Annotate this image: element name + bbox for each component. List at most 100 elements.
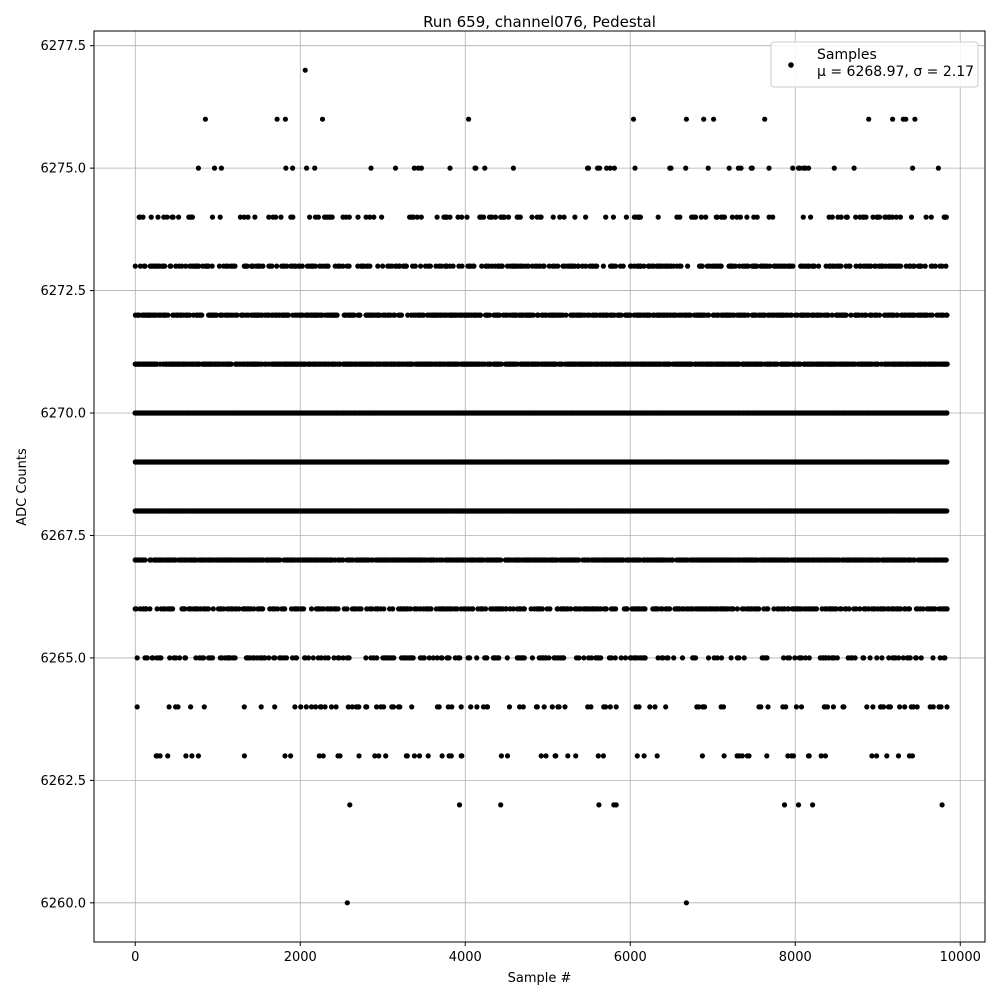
sample-point [624, 606, 630, 612]
sample-point [764, 655, 770, 661]
sample-point [133, 606, 139, 612]
sample-point [449, 704, 455, 710]
sample-point [322, 704, 328, 710]
sample-point [404, 753, 410, 759]
sample-point [210, 606, 216, 612]
sample-point [349, 704, 355, 710]
sample-point [534, 704, 540, 710]
sample-point [714, 655, 720, 661]
sample-point [841, 704, 847, 710]
sample-point [346, 655, 352, 661]
sample-point [603, 606, 609, 612]
sample-point [806, 753, 812, 759]
sample-point [869, 753, 875, 759]
sample-point [886, 655, 892, 661]
sample-point [517, 704, 523, 710]
sample-point [834, 655, 840, 661]
sample-point [374, 704, 380, 710]
sample-point [654, 753, 660, 759]
sample-point [944, 361, 950, 367]
sample-point [283, 655, 290, 661]
sample-point [765, 606, 771, 612]
sample-point [906, 606, 913, 612]
sample-point [588, 704, 594, 710]
sample-point [258, 704, 264, 710]
sample-point [861, 655, 867, 661]
sample-point [705, 655, 712, 661]
sample-point [642, 655, 648, 661]
sample-point [603, 704, 609, 710]
sample-point [647, 704, 653, 710]
sample-point [147, 606, 153, 612]
sample-point [699, 753, 706, 759]
sample-point [439, 655, 445, 661]
sample-point [932, 606, 938, 612]
sample-point [756, 606, 762, 612]
sample-point [182, 655, 189, 661]
sample-point [173, 655, 179, 661]
sample-point [846, 606, 852, 612]
sample-point [765, 704, 771, 710]
sample-point [310, 655, 316, 661]
sample-point [612, 655, 618, 661]
sample-point [730, 606, 736, 612]
sample-point [900, 655, 906, 661]
sample-point [209, 655, 216, 661]
sample-point [407, 606, 413, 612]
sample-point [876, 312, 883, 318]
sample-point [470, 606, 476, 612]
sample-point [165, 753, 171, 759]
sample-point [702, 704, 708, 710]
sample-point [251, 606, 257, 612]
sample-point [556, 704, 562, 710]
sample-point [641, 753, 647, 759]
sample-point [272, 655, 278, 661]
sample-point [529, 655, 536, 661]
sample-point [553, 753, 559, 759]
sample-point [391, 655, 397, 661]
sample-point [833, 606, 839, 612]
sample-point [201, 655, 207, 661]
sample-point [272, 704, 278, 710]
sample-point [786, 606, 792, 612]
sample-point [642, 606, 648, 612]
sample-point [363, 655, 369, 661]
sample-point [421, 655, 427, 661]
sample-point [568, 606, 574, 612]
sample-point [896, 655, 902, 661]
sample-point [874, 655, 880, 661]
sample-point [166, 704, 172, 710]
sample-points [132, 67, 950, 906]
sample-point [143, 606, 149, 612]
sample-point [910, 704, 917, 710]
sample-point [292, 704, 298, 710]
sample-point [474, 655, 480, 661]
sample-point [543, 753, 549, 759]
sample-point [177, 655, 183, 661]
sample-point [425, 753, 431, 759]
sample-point [911, 557, 918, 563]
sample-point [663, 704, 669, 710]
sample-point [930, 704, 936, 710]
sample-point [565, 753, 571, 759]
sample-point [320, 753, 326, 759]
sample-point [581, 655, 587, 661]
sample-point [576, 655, 582, 661]
sample-point [474, 704, 480, 710]
sample-point [818, 753, 824, 759]
sample-point [275, 606, 281, 612]
sample-point [792, 655, 798, 661]
sample-point [468, 704, 474, 710]
sample-point [308, 704, 315, 710]
sample-point [477, 312, 484, 318]
sample-point [944, 606, 950, 612]
sample-point [538, 753, 544, 759]
sample-point [561, 655, 567, 661]
sample-point [262, 655, 268, 661]
sample-point [746, 753, 752, 759]
sample-point [318, 704, 324, 710]
sample-point [182, 606, 188, 612]
sample-point [340, 557, 346, 563]
sample-point [357, 312, 363, 318]
